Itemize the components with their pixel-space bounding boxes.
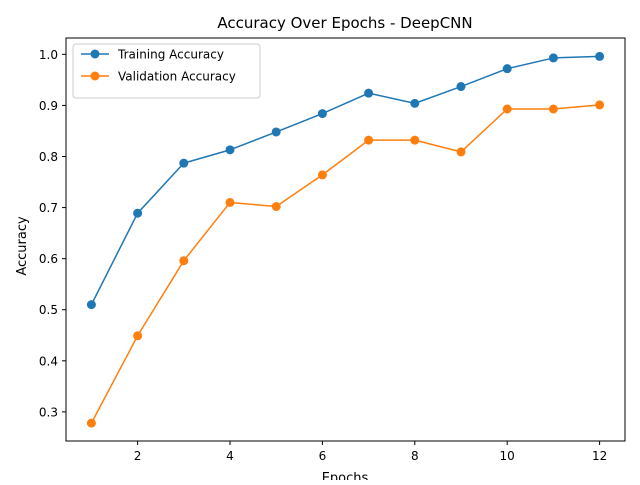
training-accuracy-point xyxy=(179,158,189,168)
x-tick-label: 10 xyxy=(500,449,515,463)
y-tick-label: 0.8 xyxy=(39,150,58,164)
plot-frame xyxy=(65,37,626,442)
training-accuracy-point xyxy=(225,145,235,155)
validation-accuracy-point xyxy=(456,147,466,157)
training-accuracy-point xyxy=(317,109,327,119)
legend: Training Accuracy Validation Accuracy xyxy=(72,43,261,99)
validation-accuracy-line xyxy=(90,104,600,424)
validation-accuracy-legend-label: Validation Accuracy xyxy=(118,70,236,84)
validation-accuracy-point xyxy=(271,202,281,212)
x-tick-label: 4 xyxy=(226,449,234,463)
y-tick-label: 0.9 xyxy=(39,99,58,113)
validation-accuracy-point xyxy=(225,197,235,207)
x-tick-label: 6 xyxy=(319,449,327,463)
validation-accuracy-point xyxy=(502,104,512,114)
validation-accuracy-legend-marker xyxy=(90,71,100,81)
x-tick-label: 2 xyxy=(134,449,142,463)
training-accuracy-point xyxy=(133,208,143,218)
plot-area: 2 4 6 8 10 12 0.3 0.4 0.5 0.6 0.7 0.8 0.9 1.0 xyxy=(39,48,607,463)
validation-accuracy-point xyxy=(133,331,143,341)
training-accuracy-point xyxy=(456,82,466,92)
training-accuracy-point xyxy=(502,64,512,74)
validation-accuracy-point xyxy=(179,256,189,266)
validation-accuracy-point xyxy=(548,104,558,114)
y-tick-label: 0.3 xyxy=(39,405,58,419)
training-accuracy-point xyxy=(271,127,281,137)
y-tick-label: 0.4 xyxy=(39,354,58,368)
training-accuracy-point xyxy=(595,51,605,61)
validation-accuracy-point xyxy=(317,170,327,180)
y-axis-label: Accuracy xyxy=(15,216,30,276)
x-tick-label: 12 xyxy=(592,449,607,463)
training-accuracy-point xyxy=(364,88,374,98)
x-tick-label: 8 xyxy=(411,449,419,463)
validation-accuracy-point xyxy=(410,135,420,145)
training-accuracy-legend-marker xyxy=(90,49,100,59)
y-tick-label: 0.5 xyxy=(39,303,58,317)
training-accuracy-line xyxy=(90,55,600,305)
training-accuracy-point xyxy=(548,53,558,63)
validation-accuracy-point xyxy=(364,135,374,145)
y-tick-label: 0.6 xyxy=(39,252,58,266)
chart-title: Accuracy Over Epochs - DeepCNN xyxy=(217,14,472,32)
legend-box xyxy=(72,43,261,99)
y-tick-label: 1.0 xyxy=(39,48,58,62)
validation-accuracy-point xyxy=(86,418,96,428)
y-tick-label: 0.7 xyxy=(39,201,58,215)
validation-accuracy-point xyxy=(595,100,605,110)
x-axis-label: Epochs xyxy=(322,471,369,480)
training-accuracy-point xyxy=(86,300,96,310)
training-accuracy-point xyxy=(410,98,420,108)
training-accuracy-legend-label: Training Accuracy xyxy=(117,48,224,62)
